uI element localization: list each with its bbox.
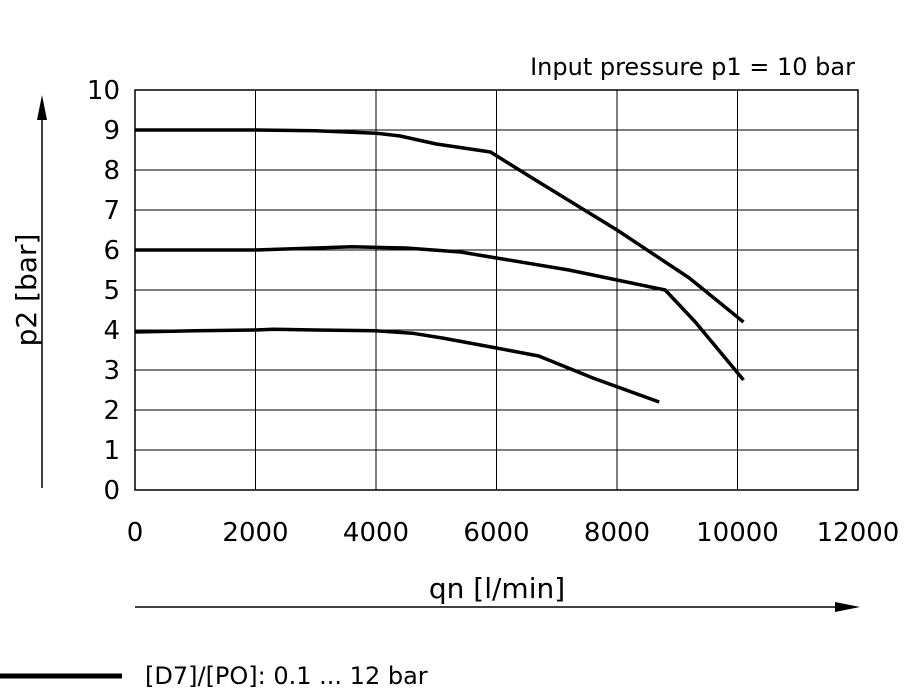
series-line-2 <box>135 245 745 382</box>
y-tick-label: 9 <box>103 116 120 146</box>
y-tick-label: 2 <box>103 396 120 426</box>
plot-frame <box>134 89 859 491</box>
y-tick-label: 10 <box>87 76 120 106</box>
y-axis-arrow <box>37 95 47 488</box>
y-tick-label: 5 <box>103 276 120 306</box>
series-line-1 <box>135 128 745 324</box>
x-tick-label: 4000 <box>343 518 409 548</box>
grid <box>134 89 859 491</box>
series-line-3 <box>134 327 660 404</box>
y-tick-label: 0 <box>103 476 120 506</box>
legend: [D7]/[PO]: 0.1 ... 12 bar <box>0 662 428 690</box>
y-tick-label: 4 <box>103 316 120 346</box>
y-tick-label: 6 <box>103 236 120 266</box>
y-tick-label: 1 <box>103 436 120 466</box>
series-layer <box>134 128 745 404</box>
x-axis-arrow <box>135 602 860 612</box>
x-tick-label: 2000 <box>222 518 288 548</box>
x-tick-label: 10000 <box>696 518 779 548</box>
x-tick-label: 0 <box>127 518 144 548</box>
y-tick-label: 3 <box>103 356 120 386</box>
x-tick-label: 6000 <box>463 518 529 548</box>
legend-label: [D7]/[PO]: 0.1 ... 12 bar <box>145 662 428 690</box>
x-tick-label: 8000 <box>584 518 650 548</box>
y-tick-label: 8 <box>103 156 120 186</box>
y-tick-label: 7 <box>103 196 120 226</box>
y-axis-label: p2 [bar] <box>10 234 43 347</box>
plot-border <box>134 89 859 491</box>
x-tick-labels: 0 2000 4000 6000 8000 10000 12000 <box>127 518 900 548</box>
x-tick-label: 12000 <box>817 518 900 548</box>
y-tick-labels: 0 1 2 3 4 5 6 7 8 9 10 <box>87 76 120 506</box>
x-axis-label: qn [l/min] <box>429 572 565 605</box>
annotation-input-pressure: Input pressure p1 = 10 bar <box>530 53 855 81</box>
